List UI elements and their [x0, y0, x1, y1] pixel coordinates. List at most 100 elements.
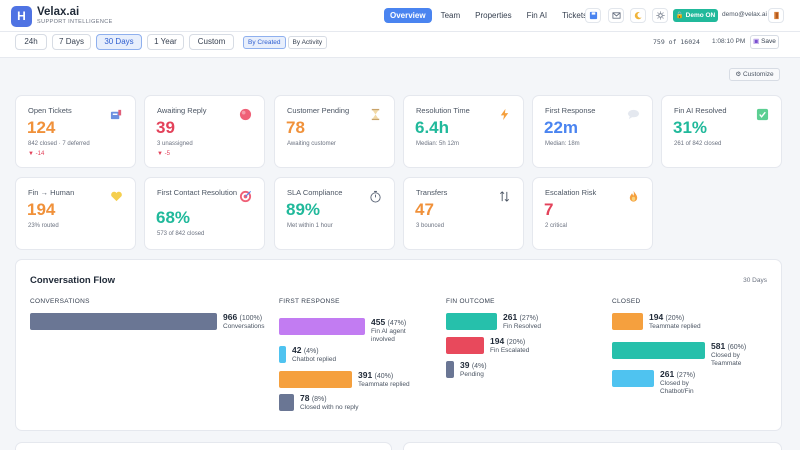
card-delta: ▼ -5 — [157, 151, 170, 157]
ticket-counter: 759 of 16024 — [653, 38, 700, 46]
flow-bar[interactable] — [279, 371, 352, 388]
demo-badge-label: Demo ON — [685, 12, 716, 19]
card-value: 68% — [156, 208, 191, 227]
column-heading-closed: CLOSED — [612, 298, 641, 305]
save-icon[interactable] — [585, 8, 601, 23]
card-sub: Awaiting customer — [287, 141, 336, 147]
nav-tab-tickets[interactable]: Tickets — [562, 11, 588, 20]
flow-bar-label: Pending — [460, 371, 484, 378]
flow-bar-count: 42 (4%) — [292, 345, 319, 355]
flow-bar[interactable] — [612, 370, 654, 387]
flow-bar-count: 966 (100%) — [223, 312, 263, 322]
stat-card-resolution-time[interactable]: Resolution Time 6.4h Median: 5h 12m — [403, 95, 524, 168]
by-created-button[interactable]: By Created — [243, 36, 286, 49]
stat-card-customer-pending[interactable]: Customer Pending 78 Awaiting customer — [274, 95, 395, 168]
range-30-days-button[interactable]: 30 Days — [96, 34, 142, 50]
flow-bar-label: Closed by Chatbot/Fin — [660, 380, 694, 395]
flow-bar-label: Teammate replied — [358, 381, 410, 388]
flow-bar-label: Closed with no reply — [300, 404, 359, 411]
card-sub: 261 of 842 closed — [674, 141, 722, 147]
range-1-year-button[interactable]: 1 Year — [147, 34, 184, 50]
brand-name: Velax.ai — [37, 6, 80, 18]
brand-subtitle: SUPPORT INTELLIGENCE — [37, 19, 113, 25]
flow-bar[interactable] — [446, 361, 454, 378]
flow-bar[interactable] — [446, 337, 484, 354]
range-custom-button[interactable]: Custom — [189, 34, 234, 50]
stat-card-fin-to-human[interactable]: Fin → Human 194 23% routed — [15, 177, 136, 250]
flow-bar[interactable] — [446, 313, 497, 330]
card-value: 78 — [286, 118, 305, 137]
sun-icon[interactable] — [652, 8, 668, 23]
card-value: 22m — [544, 118, 579, 137]
card-delta: ▼ -14 — [28, 151, 45, 157]
flow-bar-count: 261 (27%) — [503, 312, 539, 322]
demo-mode-badge[interactable]: 🔒 Demo ON — [673, 9, 718, 22]
mail-icon[interactable] — [608, 8, 624, 23]
stat-card-sla-compliance[interactable]: SLA Compliance 89% Met within 1 hour — [274, 177, 395, 250]
target-icon — [238, 190, 252, 204]
card-sub: 842 closed · 7 deferred — [28, 141, 90, 147]
stat-card-open-tickets[interactable]: Open Tickets 124 842 closed · 7 deferred… — [15, 95, 136, 168]
stat-card-escalation-risk[interactable]: Escalation Risk 7 2 critical — [532, 177, 653, 250]
exit-icon[interactable] — [768, 8, 784, 23]
flow-bar-count: 39 (4%) — [460, 360, 487, 370]
column-heading-fin-outcome: FIN OUTCOME — [446, 298, 495, 305]
flow-bar-label: Closed by Teammate — [711, 352, 742, 367]
flow-bar[interactable] — [30, 313, 217, 330]
column-heading-first-response: FIRST RESPONSE — [279, 298, 340, 305]
card-sub: 23% routed — [28, 223, 59, 229]
flow-bar-label: Fin Resolved — [503, 323, 541, 330]
panel-title: Conversation Flow — [30, 275, 115, 286]
stat-card-first-response[interactable]: First Response 22m Median: 18m — [532, 95, 653, 168]
lock-icon: 🔒 — [675, 12, 686, 19]
card-label: SLA Compliance — [287, 188, 343, 197]
bottom-panel-left — [15, 442, 392, 450]
conversation-flow-panel: Conversation Flow 30 Days CONVERSATIONS … — [15, 259, 782, 431]
flow-bar-label: Conversations — [223, 323, 265, 330]
save-icon: ▣ — [753, 38, 762, 45]
card-sub: Median: 18m — [545, 141, 580, 147]
gear-icon: ⚙ — [735, 71, 743, 78]
stat-card-awaiting-reply[interactable]: Awaiting Reply 39 3 unassigned ▼ -5 — [144, 95, 265, 168]
card-label: Transfers — [416, 188, 448, 197]
flame-icon — [626, 190, 640, 204]
panel-period: 30 Days — [743, 277, 767, 284]
range-7-days-button[interactable]: 7 Days — [52, 34, 91, 50]
customize-button[interactable]: ⚙ Customize — [729, 68, 780, 81]
main-nav: Overview Team Properties Fin AI Tickets — [384, 8, 593, 24]
card-value: 7 — [544, 200, 554, 219]
chat-bubble-icon — [626, 108, 640, 122]
brand-logo[interactable]: H — [11, 6, 32, 27]
transfer-arrows-icon — [497, 190, 511, 204]
timer-icon — [368, 190, 382, 204]
checkbox-icon — [755, 108, 769, 122]
by-activity-button[interactable]: By Activity — [287, 36, 328, 49]
date-mode-toggle: By Created By Activity — [243, 36, 328, 49]
nav-tab-team[interactable]: Team — [440, 11, 461, 20]
flow-bar-label: Fin Escalated — [490, 347, 530, 354]
card-sub: Median: 5h 12m — [416, 141, 460, 147]
flow-bar[interactable] — [612, 313, 643, 330]
nav-tab-properties[interactable]: Properties — [475, 11, 512, 20]
flow-bar[interactable] — [279, 346, 286, 363]
save-view-button[interactable]: ▣ Save — [750, 35, 779, 49]
flow-bar[interactable] — [279, 318, 365, 335]
flow-bar-count: 455 (47%) — [371, 317, 407, 327]
card-label: Open Tickets — [28, 106, 72, 115]
user-email[interactable]: demo@velax.ai — [722, 11, 767, 18]
stat-card-first-contact-resolution[interactable]: First Contact Resolution 68% 573 of 842 … — [144, 177, 265, 250]
card-label: Escalation Risk — [545, 188, 597, 197]
nav-tab-fin-ai[interactable]: Fin AI — [526, 11, 548, 20]
card-value: 31% — [673, 118, 708, 137]
moon-icon[interactable] — [630, 8, 646, 23]
flow-bar[interactable] — [279, 394, 294, 411]
nav-tab-overview[interactable]: Overview — [384, 8, 432, 23]
stat-card-transfers[interactable]: Transfers 47 3 bounced — [403, 177, 524, 250]
range-24h-button[interactable]: 24h — [15, 34, 47, 50]
flow-bar-label: Fin AI agent involved — [371, 328, 406, 343]
stat-card-fin-ai-resolved[interactable]: Fin AI Resolved 31% 261 of 842 closed — [661, 95, 782, 168]
card-value: 39 — [156, 118, 175, 137]
red-dot-icon — [238, 108, 252, 122]
flow-bar[interactable] — [612, 342, 705, 359]
card-value: 89% — [286, 200, 321, 219]
